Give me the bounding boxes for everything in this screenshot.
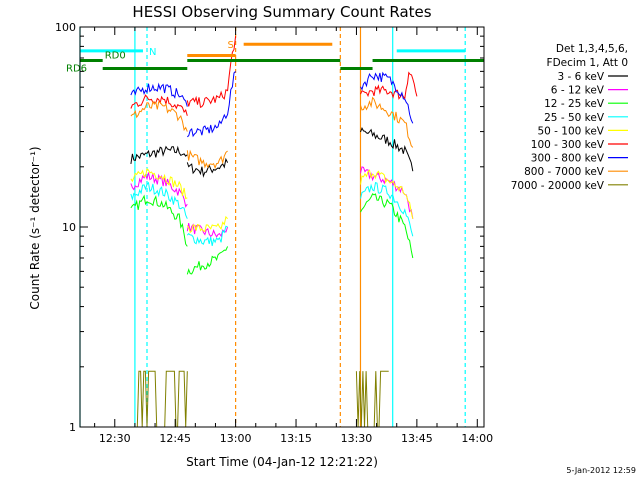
series-line — [130, 370, 188, 428]
legend-entry-label: 12 - 25 keV — [544, 98, 605, 110]
series-line — [186, 223, 229, 238]
x-tick-label: 12:45 — [159, 432, 191, 445]
series-line — [130, 100, 188, 132]
x-tick-label: 13:15 — [280, 432, 312, 445]
series-line — [186, 225, 228, 247]
y-tick-label: 10 — [62, 221, 76, 234]
legend-entry-label: 6 - 12 keV — [551, 85, 605, 97]
legend-entry-label: 100 - 300 keV — [531, 139, 605, 151]
series-line — [186, 215, 228, 234]
series-line — [186, 149, 228, 170]
flag-label: N — [149, 47, 156, 58]
x-tick-label: 13:45 — [401, 432, 433, 445]
series-line — [130, 181, 188, 219]
series-line — [360, 169, 414, 219]
x-tick-label: 13:30 — [341, 432, 373, 445]
series-line — [130, 145, 188, 164]
series-line — [130, 167, 188, 200]
legend-header: Det 1,3,4,5,6, — [556, 43, 628, 55]
legend-entry-label: 25 - 50 keV — [544, 112, 605, 124]
series-line — [360, 96, 414, 148]
series-line — [360, 71, 418, 100]
x-tick-label: 13:00 — [220, 432, 252, 445]
legend-header: FDecim 1, Att 0 — [547, 57, 628, 69]
x-tick-label: 12:30 — [99, 432, 131, 445]
plot-area: RD0 RD6 N S — [66, 27, 484, 428]
timestamp: 5-Jan-2012 12:59 — [566, 466, 636, 475]
series-line — [360, 193, 414, 259]
legend-entry-label: 300 - 800 keV — [531, 153, 605, 165]
flag-label: RD6 — [66, 64, 87, 75]
series-line — [130, 194, 188, 247]
plot-frame — [79, 26, 485, 428]
y-tick-label: 1 — [69, 421, 76, 434]
legend: Det 1,3,4,5,6, FDecim 1, Att 0 3 - 6 keV 6 … — [511, 43, 628, 192]
y-axis-label: Count Rate (s⁻¹ detector⁻¹) — [28, 146, 42, 309]
series-line — [186, 71, 236, 138]
y-tick-label: 100 — [55, 21, 76, 34]
legend-entry-label: 800 - 7000 keV — [524, 166, 605, 178]
series-line — [130, 94, 188, 116]
series-line — [186, 157, 229, 178]
series-line — [360, 181, 414, 237]
series-line — [186, 36, 237, 109]
series-line — [360, 71, 414, 124]
legend-entry-label: 3 - 6 keV — [557, 71, 604, 83]
series-line — [130, 82, 188, 107]
x-tick-label: 14:00 — [461, 432, 493, 445]
series-line — [186, 246, 229, 275]
flag-label: S — [228, 40, 234, 51]
legend-entry-label: 7000 - 20000 keV — [511, 180, 605, 192]
flag-label: RD0 — [105, 50, 126, 61]
x-axis-label: Start Time (04-Jan-12 12:21:22) — [186, 455, 378, 469]
legend-entry-label: 50 - 100 keV — [537, 125, 604, 137]
series-line — [360, 127, 414, 172]
chart-title: HESSI Observing Summary Count Rates — [132, 3, 431, 21]
series-line — [355, 370, 389, 428]
axes: 12:30 12:45 13:00 13:15 13:30 13:45 14:00 1 10 10… — [55, 21, 493, 445]
series-line — [130, 172, 188, 208]
